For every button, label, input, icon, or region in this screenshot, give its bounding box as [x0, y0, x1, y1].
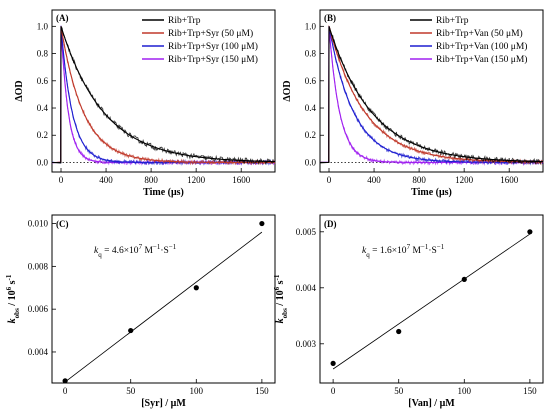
- x-tick-label: 1200: [455, 175, 474, 185]
- legend-entry: Rib+Trp+Van (150 μM): [436, 54, 527, 65]
- plot-frame: [51, 9, 276, 173]
- y-tick-label: 0.8: [37, 49, 49, 59]
- x-tick-label: 150: [523, 386, 537, 396]
- y-axis-label: ΔOD: [282, 80, 293, 101]
- y-tick-label: 0.010: [28, 219, 49, 229]
- panel-label: (A): [56, 13, 69, 23]
- legend-entry: Rib+Trp+Van (50 μM): [436, 28, 523, 39]
- y-tick-label: 0.004: [28, 347, 49, 357]
- y-tick-label: 0.2: [37, 130, 48, 140]
- panel-label: (C): [56, 219, 69, 229]
- data-point: [128, 327, 134, 334]
- kq-annotation: kq = 4.6×107 M−1·S−1: [94, 243, 177, 259]
- y-axis-label: kobs / 106 s-1: [5, 274, 21, 323]
- x-tick-label: 0: [327, 175, 332, 185]
- panel-2: 0 400 800 1200 1600 0.0 0.2 0.4 0.6 0.8 1.0 Time (μ…: [282, 9, 544, 198]
- x-tick-label: 400: [99, 175, 113, 185]
- panel-3: 0 50 100 150 0.004 0.006 0.008 0.010 [Syr] / μM k…: [5, 214, 276, 409]
- data-point: [330, 360, 336, 366]
- data-point: [461, 276, 467, 282]
- plot-frame: [51, 214, 276, 384]
- plot-frame: [319, 9, 544, 173]
- panel-4: 0 50 100 150 0.003 0.004 0.005 [Van] / μM kobs /…: [273, 214, 544, 409]
- y-tick-label: 0.8: [305, 49, 317, 59]
- x-tick-label: 800: [412, 175, 426, 185]
- kq-annotation: kq = 1.6×107 M−1·S−1: [362, 243, 445, 259]
- y-tick-label: 0.4: [305, 103, 317, 113]
- x-tick-label: 0: [331, 386, 336, 396]
- y-tick-label: 1.0: [37, 21, 49, 31]
- legend-entry: Rib+Trp+Syr (50 μM): [168, 28, 253, 39]
- y-tick-label: 0.6: [305, 76, 317, 86]
- panel-label: (B): [324, 13, 336, 23]
- series-0-fit: [52, 26, 276, 164]
- x-tick-label: 1600: [232, 175, 251, 185]
- data-point: [396, 328, 402, 335]
- x-axis-label: Time (μs): [411, 187, 452, 198]
- y-tick-label: 0.004: [296, 283, 317, 293]
- legend-entry: Rib+Trp+Syr (150 μM): [168, 54, 258, 65]
- x-tick-label: 0: [63, 386, 68, 396]
- x-axis-label: [Van] / μM: [408, 398, 455, 409]
- legend-entry: Rib+Trp: [168, 16, 201, 26]
- y-tick-label: 1.0: [305, 21, 317, 31]
- y-axis-label: kobs / 106 s-1: [273, 274, 289, 323]
- x-tick-label: 1200: [187, 175, 206, 185]
- y-tick-label: 0.008: [28, 261, 49, 271]
- x-tick-label: 400: [367, 175, 381, 185]
- series-1-fit: [52, 26, 275, 164]
- data-point: [527, 229, 533, 235]
- data-point: [193, 285, 199, 291]
- panel-1: 0 400 800 1200 1600 0.0 0.2 0.4 0.6 0.8 1.0 Time (μ…: [14, 9, 276, 198]
- y-tick-label: 0.0: [37, 157, 49, 167]
- y-axis-label: ΔOD: [14, 80, 25, 101]
- x-tick-label: 50: [394, 386, 404, 396]
- x-axis-label: Time (μs): [143, 187, 184, 198]
- series-0-fit: [320, 26, 544, 164]
- y-tick-label: 0.0: [305, 157, 317, 167]
- x-tick-label: 0: [59, 175, 64, 185]
- legend-entry: Rib+Trp: [436, 16, 469, 26]
- x-axis-label: [Syr] / μM: [141, 398, 186, 409]
- x-tick-label: 100: [190, 386, 204, 396]
- x-tick-label: 1600: [500, 175, 519, 185]
- series-2-fit: [320, 26, 543, 164]
- panel-label: (D): [324, 219, 337, 229]
- x-tick-label: 50: [126, 386, 136, 396]
- x-tick-label: 100: [458, 386, 472, 396]
- y-tick-label: 0.4: [37, 103, 49, 113]
- y-tick-label: 0.005: [296, 227, 317, 237]
- legend-entry: Rib+Trp+Syr (100 μM): [168, 41, 258, 52]
- legend-entry: Rib+Trp+Van (100 μM): [436, 41, 527, 52]
- series-1-fit: [320, 26, 543, 164]
- y-tick-label: 0.6: [37, 76, 49, 86]
- x-tick-label: 800: [144, 175, 158, 185]
- x-tick-label: 150: [255, 386, 269, 396]
- y-tick-label: 0.2: [305, 130, 316, 140]
- y-tick-label: 0.006: [28, 304, 49, 314]
- fit-line: [64, 231, 263, 383]
- plot-frame: [319, 214, 544, 384]
- fit-line: [332, 233, 531, 370]
- data-point: [259, 220, 265, 227]
- y-tick-label: 0.003: [296, 339, 317, 349]
